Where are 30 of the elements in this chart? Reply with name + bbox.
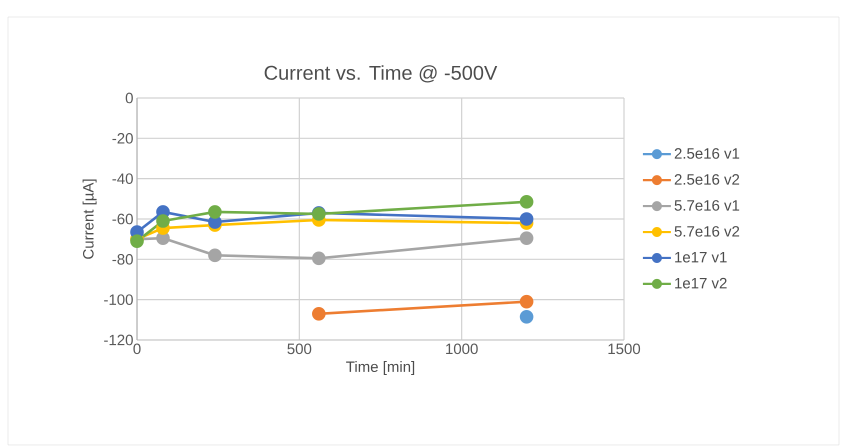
y-tick-label: -40 <box>112 173 133 184</box>
x-tick-label: 1000 <box>446 344 478 354</box>
point <box>312 252 326 266</box>
point <box>156 214 170 228</box>
legend-label: 2.5e16 v1 <box>674 148 740 159</box>
y-tick-label: -120 <box>104 334 133 346</box>
point <box>520 294 534 308</box>
y-tick-label: -60 <box>112 214 133 224</box>
x-tick-label: 1500 <box>608 344 640 354</box>
y-tick-label: -100 <box>104 294 133 305</box>
point <box>520 310 534 324</box>
x-axis-title: Time [min] <box>346 361 414 375</box>
point <box>520 231 534 245</box>
y-axis-title: Current [µA] <box>82 180 97 259</box>
point <box>312 306 326 321</box>
legend-label: 1e17 v2 <box>675 278 727 288</box>
x-tick-label: 0 <box>133 344 141 354</box>
point <box>208 205 222 219</box>
x-tick-label: 500 <box>287 344 312 354</box>
y-tick-label: 0 <box>126 92 133 104</box>
point <box>208 248 222 262</box>
y-tick-label: -20 <box>112 133 133 144</box>
legend-label: 5.7e16 v2 <box>674 226 740 237</box>
legend-label: 5.7e16 v1 <box>674 200 740 211</box>
legend-label: 2.5e16 v2 <box>674 174 740 185</box>
y-tick-label: -80 <box>112 254 133 265</box>
point <box>520 212 534 226</box>
legend-label: 1e17 v1 <box>675 252 727 262</box>
chart-title: Current vs. Time @ -500V <box>264 65 498 82</box>
point <box>520 195 534 209</box>
